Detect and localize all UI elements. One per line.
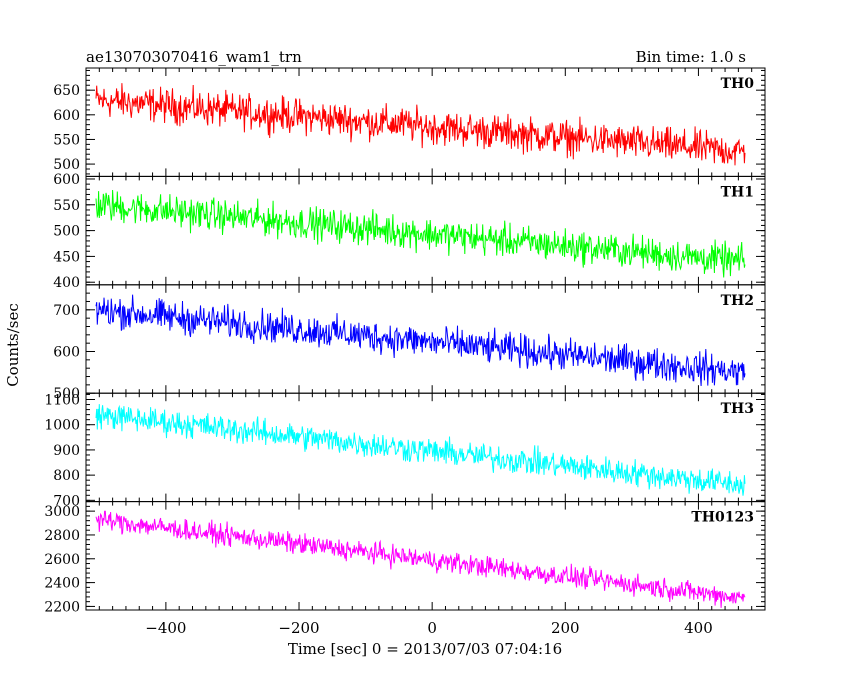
x-tick-label: −200 — [278, 619, 319, 637]
y-tick-label: 600 — [53, 108, 80, 124]
y-tick-label: 2200 — [44, 599, 80, 615]
x-tick-label: 0 — [427, 619, 437, 637]
y-tick-label: 600 — [53, 345, 80, 361]
x-tick-label: 400 — [684, 619, 713, 637]
panel-th1: 400 450 500 550 600 TH1 — [53, 172, 766, 291]
y-tick-label: 2400 — [44, 576, 80, 592]
panel-th0123: 2200 2400 2600 2800 3000 TH0123 — [44, 501, 766, 615]
y-tick-label: 900 — [53, 443, 80, 459]
panel-label: TH1 — [721, 184, 754, 200]
panel-label: TH3 — [721, 401, 754, 417]
panel-th0: 500 550 600 650 TH0 — [53, 67, 766, 177]
y-tick-label: 500 — [53, 157, 80, 173]
series-th1 — [95, 189, 746, 278]
y-axis-label: Counts/sec — [4, 303, 22, 387]
y-tick-label: 1100 — [44, 393, 80, 409]
x-tick-label: −400 — [145, 619, 186, 637]
series-th0 — [95, 83, 746, 166]
y-tick-label: 800 — [53, 468, 80, 484]
y-tick-label: 650 — [53, 83, 80, 99]
bin-time-label: Bin time: 1.0 s — [636, 48, 746, 66]
series-th2 — [95, 294, 746, 387]
x-tick-label: 200 — [551, 619, 580, 637]
y-tick-label: 700 — [53, 493, 80, 509]
panel-frame — [85, 501, 766, 611]
y-tick-label: 1000 — [44, 418, 80, 434]
y-tick-label: 3000 — [44, 504, 80, 520]
x-axis: −400 −200 0 200 400 — [145, 619, 712, 637]
y-tick-label: 2600 — [44, 552, 80, 568]
panel-frame — [85, 392, 766, 503]
y-tick-label: 550 — [53, 198, 80, 214]
panel-label: TH0 — [721, 76, 755, 92]
series-th3 — [95, 404, 746, 496]
y-tick-label: 450 — [53, 249, 80, 265]
x-axis-label: Time [sec] 0 = 2013/07/03 07:04:16 — [288, 640, 562, 658]
y-tick-label: 500 — [53, 224, 80, 240]
panel-th3: 700 800 900 1000 1100 TH3 — [44, 392, 766, 509]
y-tick-label: 700 — [53, 303, 80, 319]
chart-title: ae130703070416_wam1_trn — [86, 48, 302, 66]
y-tick-label: 2800 — [44, 528, 80, 544]
panel-frame — [85, 175, 766, 286]
panel-th2: 500 600 700 TH2 — [53, 284, 766, 402]
y-tick-label: 550 — [53, 132, 80, 148]
y-tick-label: 600 — [53, 172, 80, 188]
series-th0123 — [95, 510, 746, 608]
panel-label: TH0123 — [691, 510, 754, 526]
y-tick-label: 400 — [53, 275, 80, 291]
panel-label: TH2 — [721, 293, 754, 309]
y-tick-label: 500 — [53, 386, 80, 402]
